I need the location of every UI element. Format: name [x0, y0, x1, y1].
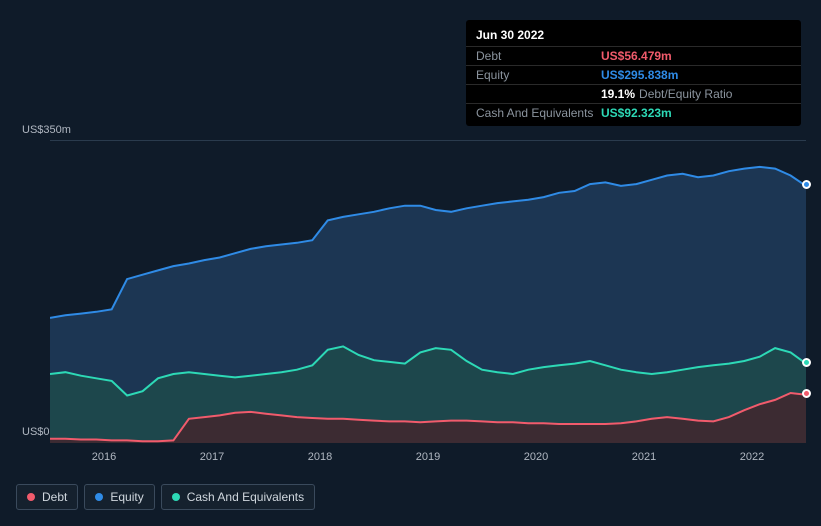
tooltip-row: EquityUS$295.838m: [466, 65, 801, 84]
tooltip-row-value: US$92.323m: [601, 106, 672, 120]
legend-dot-icon: [172, 493, 180, 501]
last-marker: [802, 358, 811, 367]
tooltip-row-sublabel: Debt/Equity Ratio: [639, 87, 732, 101]
chart-svg: [50, 141, 806, 443]
chart-plot-area[interactable]: [50, 140, 806, 442]
tooltip-row: 19.1% Debt/Equity Ratio: [466, 84, 801, 103]
legend-label: Cash And Equivalents: [187, 490, 304, 504]
tooltip-row-label: Equity: [476, 68, 601, 82]
tooltip-row-label: Cash And Equivalents: [476, 106, 601, 120]
tooltip-row-label: [476, 87, 601, 101]
legend-item-debt[interactable]: Debt: [16, 484, 78, 510]
x-axis: 2016201720182019202020212022: [50, 451, 806, 471]
tooltip-date: Jun 30 2022: [466, 24, 801, 46]
last-marker: [802, 389, 811, 398]
tooltip-row-value: US$56.479m: [601, 49, 672, 63]
chart-legend: Debt Equity Cash And Equivalents: [16, 484, 315, 510]
balance-sheet-chart: US$350m US$0 201620172018201920202021202…: [16, 124, 806, 464]
last-marker: [802, 180, 811, 189]
y-axis-label-top: US$350m: [22, 124, 71, 136]
tooltip-rows: DebtUS$56.479mEquityUS$295.838m19.1%Debt…: [466, 46, 801, 122]
legend-dot-icon: [27, 493, 35, 501]
tooltip-row: DebtUS$56.479m: [466, 46, 801, 65]
tooltip-row: Cash And EquivalentsUS$92.323m: [466, 103, 801, 122]
legend-item-cash-and-equivalents[interactable]: Cash And Equivalents: [161, 484, 315, 510]
tooltip-row-value: 19.1%: [601, 87, 635, 101]
legend-label: Equity: [110, 490, 143, 504]
legend-label: Debt: [42, 490, 67, 504]
legend-item-equity[interactable]: Equity: [84, 484, 154, 510]
tooltip-row-value: US$295.838m: [601, 68, 678, 82]
y-axis-label-bottom: US$0: [22, 426, 50, 438]
chart-tooltip: Jun 30 2022 DebtUS$56.479mEquityUS$295.8…: [466, 20, 801, 126]
tooltip-row-label: Debt: [476, 49, 601, 63]
legend-dot-icon: [95, 493, 103, 501]
